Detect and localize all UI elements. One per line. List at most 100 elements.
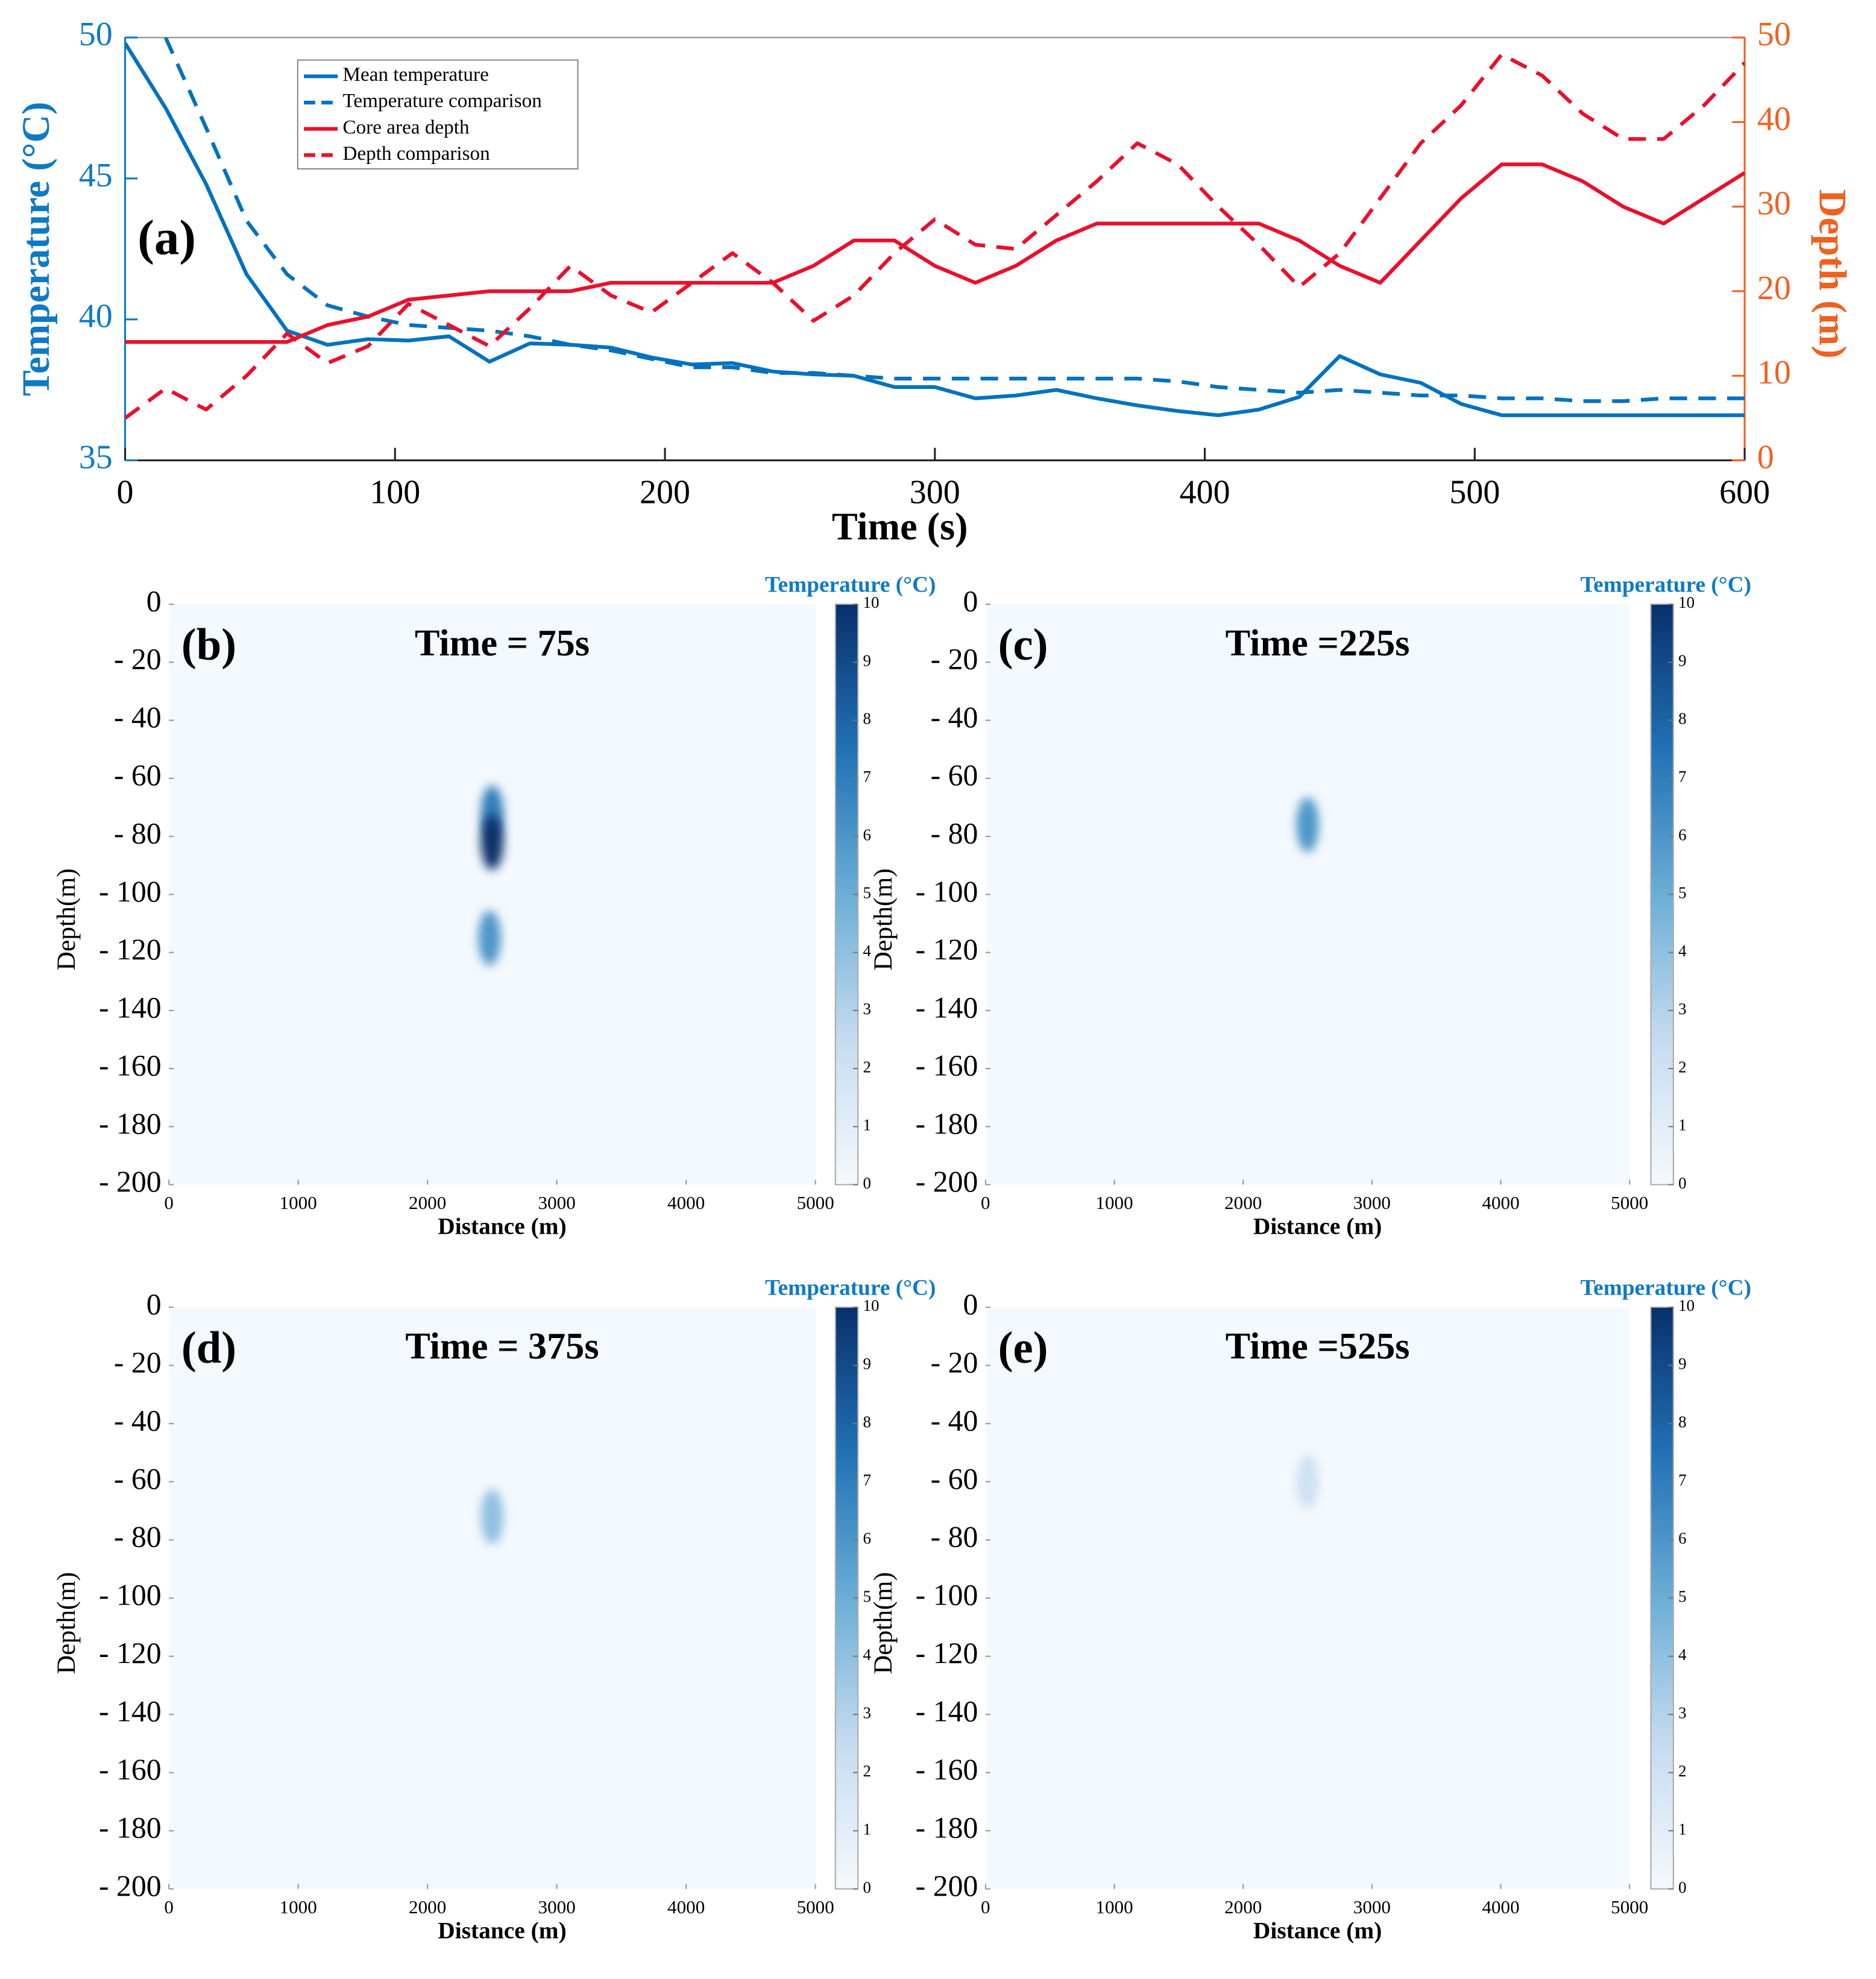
x-tick-label: 3000: [538, 1192, 576, 1213]
y-axis-title: Depth(m): [52, 1572, 81, 1674]
y-axis-title: Depth(m): [52, 868, 81, 970]
x-tick-label: 1000: [280, 1192, 317, 1213]
colorbar-tick-label: 4: [1678, 1646, 1687, 1664]
x-tick-label: 4000: [1482, 1896, 1519, 1917]
y-tick-label: - 160: [99, 1049, 162, 1082]
x-tick-label: 500: [1449, 473, 1500, 511]
y2-tick-label: 40: [1757, 100, 1791, 137]
colorbar-tick-label: 5: [1678, 1587, 1686, 1605]
y-tick-label: - 140: [99, 1695, 162, 1728]
colorbar-tick-label: 6: [863, 1529, 871, 1547]
panel-title: Time =525s: [1226, 1326, 1410, 1367]
x-tick-label: 3000: [1353, 1192, 1391, 1213]
y-tick-label: 0: [146, 584, 162, 617]
colorbar-tick-label: 7: [863, 1471, 871, 1489]
hotspot: [1296, 797, 1319, 853]
y-tick-label: - 180: [916, 1811, 978, 1845]
y-tick-label: - 20: [931, 643, 978, 676]
x-tick-label: 0: [981, 1192, 990, 1213]
y-tick-label: - 40: [931, 1404, 978, 1437]
colorbar-title: Temperature (°C): [1581, 573, 1751, 598]
colorbar-title: Temperature (°C): [1581, 1275, 1751, 1300]
colorbar-tick-label: 2: [1678, 1058, 1686, 1076]
lines: [125, 37, 1745, 420]
legend-label: Mean temperature: [342, 63, 488, 86]
hotspots: [1296, 797, 1319, 853]
x-tick-label: 100: [370, 473, 420, 511]
colorbar-tick-label: 1: [863, 1820, 871, 1838]
heatmap-background: [169, 604, 816, 1185]
y-tick-label: - 120: [99, 1637, 162, 1670]
colorbar-tick-label: 10: [863, 1296, 880, 1315]
hotspot: [480, 1489, 504, 1544]
x-tick-label: 600: [1719, 473, 1770, 511]
y-tick-label: - 180: [916, 1107, 978, 1140]
legend-box: [297, 59, 579, 170]
colorbar-title: Temperature (°C): [765, 573, 936, 598]
y-tick-label: 0: [146, 1287, 162, 1321]
colorbar-tick-label: 1: [863, 1116, 871, 1134]
x-tick-label: 200: [640, 473, 690, 511]
y-axis-title: Depth(m): [869, 868, 898, 970]
colorbar-tick-label: 8: [1678, 1413, 1686, 1431]
y-tick-label: - 200: [916, 1165, 978, 1198]
hotspot: [478, 910, 501, 966]
y-tick-label: - 20: [931, 1346, 978, 1379]
y2-tick-label: 10: [1757, 354, 1791, 391]
colorbar-tick-label: 9: [863, 651, 871, 669]
colorbar-tick-label: 5: [1678, 884, 1686, 902]
panel-title: Time = 75s: [415, 623, 590, 664]
legend-label: Depth comparison: [342, 142, 490, 165]
y-tick-label: - 140: [916, 991, 978, 1024]
panel-title: Time =225s: [1226, 623, 1410, 664]
hotspot: [1296, 1454, 1319, 1509]
colorbar-tick-label: 0: [1678, 1878, 1686, 1896]
y2-tick-label: 30: [1757, 185, 1791, 223]
y-tick-label: - 140: [99, 991, 162, 1024]
y-tick-label: - 40: [114, 701, 162, 734]
colorbar-tick-label: 0: [863, 1174, 871, 1192]
colorbar-tick-label: 9: [1678, 651, 1686, 669]
colorbar-tick-label: 6: [1678, 1529, 1686, 1547]
y-tick-label: - 120: [916, 1637, 978, 1670]
x-tick-label: 0: [164, 1896, 174, 1917]
colorbar-tick-label: 2: [863, 1058, 871, 1076]
panel-label: (b): [181, 620, 236, 670]
x-tick-label: 2000: [1224, 1896, 1262, 1917]
colorbar-tick-label: 1: [1678, 1116, 1686, 1134]
y-tick-label: - 120: [99, 933, 162, 966]
y-axis-title: Depth(m): [869, 1572, 898, 1674]
panel-label: (c): [998, 620, 1048, 670]
x-axis-title: Time (s): [832, 505, 968, 548]
colorbar-tick-label: 4: [1678, 942, 1687, 960]
colorbar-tick-label: 3: [1678, 1703, 1686, 1722]
y-tick-label: - 180: [99, 1107, 162, 1140]
y-tick-label: - 180: [99, 1811, 162, 1845]
series-line: [125, 162, 1745, 344]
colorbar-tick-label: 7: [1678, 768, 1686, 786]
y-tick-label: 50: [79, 16, 113, 53]
hotspots: [480, 1489, 504, 1544]
x-tick-label: 1000: [1095, 1896, 1133, 1917]
colorbar-tick-label: 3: [863, 1000, 871, 1018]
y-tick-label: 45: [79, 157, 113, 194]
y-tick-label: - 80: [114, 1520, 162, 1553]
y-tick-label: - 40: [114, 1404, 162, 1437]
x-tick-label: 5000: [1611, 1192, 1648, 1213]
panel-label: (d): [181, 1323, 236, 1373]
y2-tick-label: 20: [1757, 270, 1791, 307]
y-tick-label: 0: [963, 1287, 978, 1321]
y-tick-label: - 160: [99, 1753, 162, 1786]
colorbar-tick-label: 9: [863, 1355, 871, 1373]
series-line: [125, 52, 1745, 420]
panel-title: Time = 375s: [405, 1326, 599, 1367]
x-tick-label: 2000: [409, 1896, 446, 1917]
y-tick-label: - 200: [99, 1165, 162, 1198]
colorbar-tick-label: 10: [1678, 593, 1695, 611]
y-tick-label: - 200: [916, 1869, 978, 1902]
y-tick-label: - 60: [114, 759, 162, 792]
y-tick-label: 40: [79, 298, 113, 335]
colorbar-title: Temperature (°C): [765, 1275, 936, 1300]
colorbar-tick-label: 4: [863, 1646, 872, 1664]
x-tick-label: 4000: [667, 1192, 705, 1213]
